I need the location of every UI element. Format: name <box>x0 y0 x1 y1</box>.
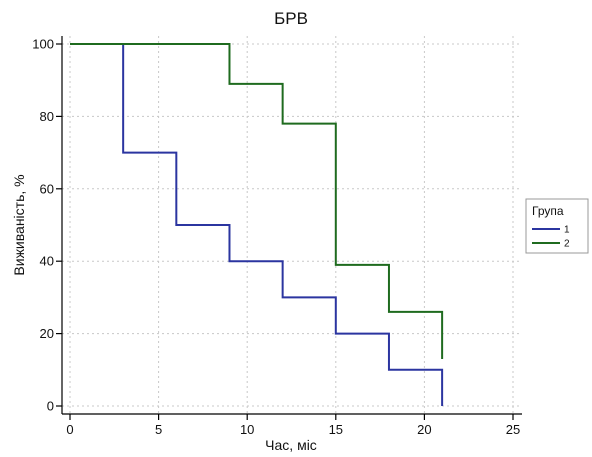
legend-items: 12 <box>532 225 570 250</box>
y-axis-title: Виживаність, % <box>11 174 27 275</box>
x-tick-label: 25 <box>506 422 520 437</box>
x-axis-title: Час, міс <box>265 437 317 453</box>
x-tick-label: 20 <box>417 422 431 437</box>
y-tick-label: 60 <box>40 181 54 196</box>
y-tick-label: 40 <box>40 254 54 269</box>
legend-label-2: 2 <box>564 239 570 250</box>
y-tick-label: 80 <box>40 109 54 124</box>
series-lines <box>70 43 444 406</box>
legend: Група 12 <box>525 198 589 254</box>
chart-title: БРВ <box>274 9 308 28</box>
x-tick-label: 15 <box>329 422 343 437</box>
legend-title: Група <box>532 204 564 218</box>
series-line-group-1 <box>70 43 444 406</box>
legend-label-1: 1 <box>564 225 570 236</box>
y-tick-label: 20 <box>40 326 54 341</box>
x-tick-label: 5 <box>155 422 162 437</box>
y-tick-label: 100 <box>32 37 54 52</box>
y-tick-label: 0 <box>47 399 54 414</box>
x-tick-label: 0 <box>66 422 73 437</box>
grid <box>62 36 522 414</box>
series-line-group-2 <box>70 43 444 359</box>
axes: 0 5 10 15 20 25 0 20 40 60 80 100 <box>32 36 522 437</box>
x-tick-label: 10 <box>240 422 254 437</box>
